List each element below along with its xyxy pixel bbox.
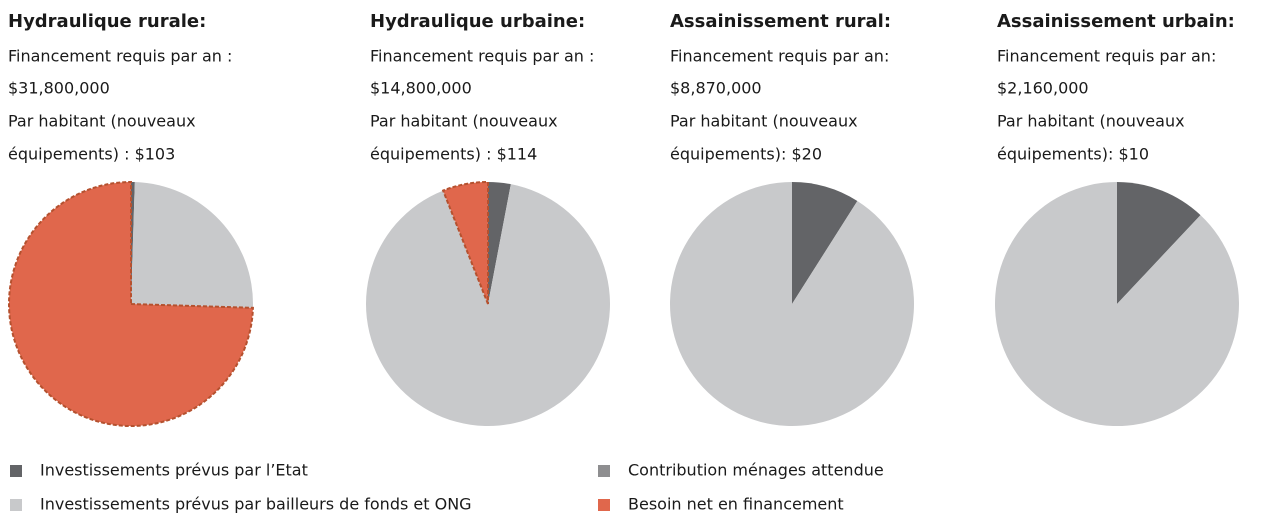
- pie-title: Assainissement rural:: [670, 11, 891, 32]
- pie-info: Par habitant (nouveaux: [370, 112, 558, 131]
- pie-info: Par habitant (nouveaux: [8, 112, 196, 131]
- pie-title: Hydraulique urbaine:: [370, 11, 585, 32]
- legend-swatch: [598, 465, 610, 477]
- legend-swatch: [10, 499, 22, 511]
- pie-info: $31,800,000: [8, 79, 110, 98]
- pie-info: $8,870,000: [670, 79, 762, 98]
- pie-slice: [994, 182, 1239, 426]
- legend-label: Investissements prévus par l’Etat: [40, 461, 308, 480]
- pie-info: Financement requis par an :: [8, 47, 232, 66]
- pie-info: $2,160,000: [997, 79, 1089, 98]
- pie-slice: [488, 182, 511, 304]
- pie-slice: [131, 182, 253, 308]
- pie-slice: [8, 180, 254, 427]
- legend-label: Contribution ménages attendue: [628, 461, 884, 480]
- pie-slice: [441, 180, 489, 305]
- pie-info: $14,800,000: [370, 79, 472, 98]
- pie-title: Assainissement urbain:: [997, 11, 1235, 32]
- pie-info: équipements): $20: [670, 145, 822, 164]
- pie-info: équipements) : $103: [8, 145, 175, 164]
- legend-label: Besoin net en financement: [628, 495, 844, 514]
- pie-info: Par habitant (nouveaux: [997, 112, 1185, 131]
- legend-swatch: [10, 465, 22, 477]
- pie-slice: [1117, 182, 1201, 304]
- pie-slice: [366, 184, 610, 426]
- legend-swatch: [598, 499, 610, 511]
- legend-label: Investissements prévus par bailleurs de …: [40, 495, 472, 514]
- pie-info: Financement requis par an :: [370, 47, 594, 66]
- pie-slice: [792, 182, 858, 304]
- pie-info: Financement requis par an:: [997, 47, 1216, 66]
- pie-info: Par habitant (nouveaux: [670, 112, 858, 131]
- pie-info: équipements) : $114: [370, 145, 537, 164]
- pie-info: équipements): $10: [997, 145, 1149, 164]
- pie-info: Financement requis par an:: [670, 47, 889, 66]
- pie-slice: [669, 182, 914, 426]
- pie-title: Hydraulique rurale:: [8, 11, 206, 32]
